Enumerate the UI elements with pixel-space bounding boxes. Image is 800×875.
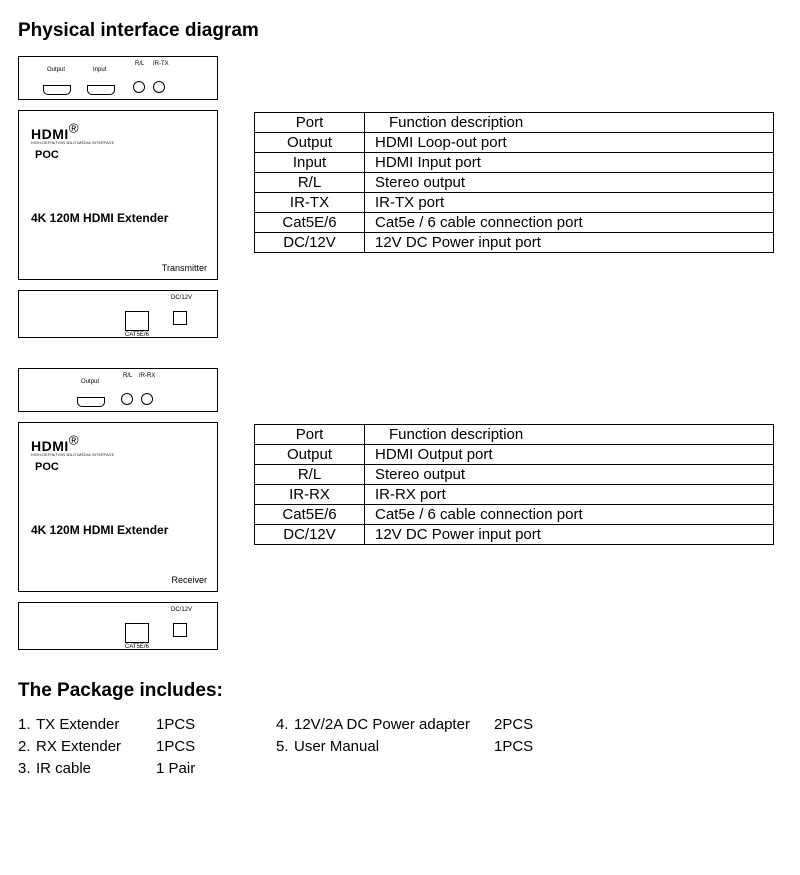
tx-bottom-panel: CAT5E/6 DC/12V — [18, 290, 218, 338]
table-row: Cat5E/6Cat5e / 6 cable connection port — [255, 505, 774, 525]
transmitter-section: Output Input R/L IR-TX HDMI® HIGH-DEFINI… — [18, 56, 782, 348]
hdmi-input-port-icon — [87, 85, 115, 95]
table-header-row: Port Function description — [255, 425, 774, 445]
audio-jack-icon — [121, 393, 133, 405]
rx-bottom-panel: CAT5E/6 DC/12V — [18, 602, 218, 650]
th-port: Port — [255, 113, 365, 133]
receiver-device: Output R/L IR-RX HDMI® HIGH-DEFINITION M… — [18, 368, 218, 660]
table-row: R/LStereo output — [255, 173, 774, 193]
transmitter-device: Output Input R/L IR-TX HDMI® HIGH-DEFINI… — [18, 56, 218, 348]
hdmi-output-port-icon — [77, 397, 105, 407]
hdmi-output-port-icon — [43, 85, 71, 95]
dc-port-icon — [173, 311, 187, 325]
tx-face-panel: HDMI® HIGH-DEFINITION MULTIMEDIA INTERFA… — [18, 110, 218, 280]
audio-jack-icon — [133, 81, 145, 93]
th-desc: Function description — [365, 113, 774, 133]
table-row: DC/12V12V DC Power input port — [255, 233, 774, 253]
poc-label: POC — [35, 461, 59, 473]
th-port: Port — [255, 425, 365, 445]
rj45-port-icon — [125, 623, 149, 643]
list-item: 4.12V/2A DC Power adapter2PCS — [276, 714, 554, 736]
table-header-row: Port Function description — [255, 113, 774, 133]
hdmi-logo-icon: HDMI® HIGH-DEFINITION MULTIMEDIA INTERFA… — [31, 438, 205, 457]
package-col-2: 4.12V/2A DC Power adapter2PCS 5.User Man… — [276, 714, 554, 779]
package-list: 1.TX Extender1PCS 2.RX Extender1PCS 3.IR… — [18, 714, 782, 779]
rx-port-table: Port Function description OutputHDMI Out… — [254, 424, 774, 545]
list-item: 2.RX Extender1PCS — [18, 736, 216, 758]
tx-output-label: Output — [47, 67, 65, 73]
package-col-1: 1.TX Extender1PCS 2.RX Extender1PCS 3.IR… — [18, 714, 216, 779]
hdmi-logo-icon: HDMI® HIGH-DEFINITION MULTIMEDIA INTERFA… — [31, 126, 205, 145]
list-item: 5.User Manual1PCS — [276, 736, 554, 758]
tx-top-panel: Output Input R/L IR-TX — [18, 56, 218, 100]
receiver-section: Output R/L IR-RX HDMI® HIGH-DEFINITION M… — [18, 368, 782, 660]
ir-jack-icon — [141, 393, 153, 405]
rx-model-text: 4K 120M HDMI Extender — [31, 523, 205, 537]
tx-input-label: Input — [93, 67, 106, 73]
rx-irrx-label: IR-RX — [139, 373, 155, 379]
list-item: 1.TX Extender1PCS — [18, 714, 216, 736]
tx-cat-label: CAT5E/6 — [125, 332, 149, 338]
table-row: R/LStereo output — [255, 465, 774, 485]
tx-rl-label: R/L — [135, 61, 144, 67]
list-item: 3.IR cable1 Pair — [18, 758, 216, 780]
table-row: OutputHDMI Output port — [255, 445, 774, 465]
th-desc: Function description — [365, 425, 774, 445]
table-row: IR-RXIR-RX port — [255, 485, 774, 505]
tx-role-text: Transmitter — [162, 263, 207, 273]
dc-port-icon — [173, 623, 187, 637]
tx-port-table: Port Function description OutputHDMI Loo… — [254, 112, 774, 253]
rx-rl-label: R/L — [123, 373, 132, 379]
table-row: InputHDMI Input port — [255, 153, 774, 173]
tx-dc-label: DC/12V — [171, 295, 192, 301]
rj45-port-icon — [125, 311, 149, 331]
table-row: IR-TXIR-TX port — [255, 193, 774, 213]
rx-output-label: Output — [81, 379, 99, 385]
rx-face-panel: HDMI® HIGH-DEFINITION MULTIMEDIA INTERFA… — [18, 422, 218, 592]
tx-irtx-label: IR-TX — [153, 61, 169, 67]
package-heading: The Package includes: — [18, 680, 782, 702]
rx-top-panel: Output R/L IR-RX — [18, 368, 218, 412]
tx-model-text: 4K 120M HDMI Extender — [31, 211, 205, 225]
poc-label: POC — [35, 149, 59, 161]
rx-dc-label: DC/12V — [171, 607, 192, 613]
rx-role-text: Receiver — [171, 575, 207, 585]
ir-jack-icon — [153, 81, 165, 93]
table-row: DC/12V12V DC Power input port — [255, 525, 774, 545]
page-heading: Physical interface diagram — [18, 20, 782, 42]
table-row: OutputHDMI Loop-out port — [255, 133, 774, 153]
rx-cat-label: CAT5E/6 — [125, 644, 149, 650]
table-row: Cat5E/6Cat5e / 6 cable connection port — [255, 213, 774, 233]
